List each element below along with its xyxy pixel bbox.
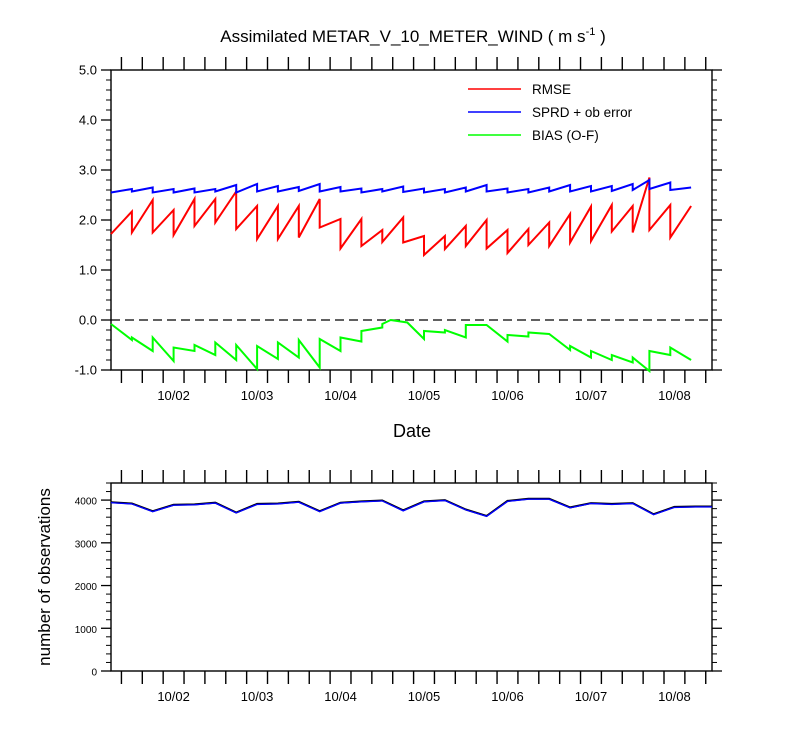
series-sprd-line [110, 178, 692, 194]
x-tick-label: 10/05 [408, 689, 441, 704]
legend-label-sprd: SPRD + ob error [532, 105, 633, 120]
bottom-minor-ticks [106, 482, 717, 663]
x-tick-label: 10/06 [491, 689, 524, 704]
y-tick-label: 2.0 [79, 213, 97, 228]
y-tick-label: 0 [91, 668, 97, 679]
x-tick-label: 10/04 [324, 689, 357, 704]
y-tick-label: 2000 [75, 582, 98, 593]
legend-label-bias: BIAS (O-F) [532, 128, 599, 143]
bottom-major-ticks [101, 470, 722, 684]
x-tick-label: 10/05 [408, 388, 441, 403]
x-tick-label: 10/03 [241, 689, 274, 704]
x-tick-label: 10/03 [241, 388, 274, 403]
top-y-tick-labels: -1.0 0.0 1.0 2.0 3.0 4.0 5.0 [75, 63, 97, 378]
legend-label-rmse: RMSE [532, 82, 571, 97]
x-tick-label: 10/07 [575, 689, 608, 704]
x-tick-label: 10/02 [157, 689, 190, 704]
chart-title-units: ( m s [548, 27, 586, 46]
bottom-y-tick-labels: 0 1000 2000 3000 4000 [75, 497, 98, 679]
top-minor-ticks [106, 79, 717, 361]
top-panel: -1.00.01.02.03.04.05.0 10/02 10/03 10/04 10… [75, 57, 722, 441]
x-axis-label: Date [393, 421, 431, 441]
chart-title-units-sup: -1 [586, 26, 596, 38]
y-tick-label: 3.0 [79, 163, 97, 178]
y-tick-label: 4000 [75, 497, 98, 508]
series-assimilated-obs-line [110, 498, 712, 518]
x-tick-label: 10/02 [157, 388, 190, 403]
x-tick-label: 10/07 [575, 388, 608, 403]
y-tick-label: -1.0 [75, 363, 97, 378]
top-major-ticks [101, 57, 722, 383]
x-tick-label: 10/08 [658, 689, 691, 704]
y-tick-label: 0.0 [79, 313, 97, 328]
chart-title-units-close: ) [595, 27, 605, 46]
bottom-plot-frame [110, 482, 713, 672]
y-tick-label: 4.0 [79, 113, 97, 128]
y-tick-label: 5.0 [79, 63, 97, 78]
legend: RMSE SPRD + ob error BIAS (O-F) [468, 82, 633, 143]
chart-title: Assimilated METAR_V_10_METER_WIND ( m s-… [220, 26, 605, 46]
series-rmse-line [110, 177, 692, 258]
y-tick-label: 1.0 [79, 263, 97, 278]
chart-title-main: Assimilated METAR_V_10_METER_WIND [220, 27, 543, 46]
top-x-tick-labels: 10/02 10/03 10/04 10/05 10/06 10/07 10/08 [157, 388, 690, 403]
x-tick-label: 10/08 [658, 388, 691, 403]
y-tick-label: 3000 [75, 539, 98, 550]
series-bias-line [110, 318, 692, 374]
y-axis-label-observations: number of observations [35, 488, 54, 666]
x-tick-label: 10/04 [324, 388, 357, 403]
y-tick-label: 1000 [75, 625, 98, 636]
x-tick-label: 10/06 [491, 388, 524, 403]
bottom-x-tick-labels: 10/02 10/03 10/04 10/05 10/06 10/07 10/08 [157, 689, 690, 704]
